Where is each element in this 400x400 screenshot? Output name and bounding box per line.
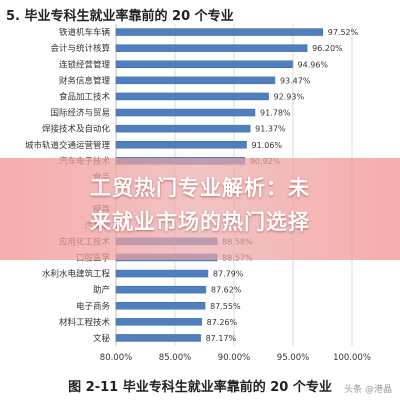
value-label: 91.06% [252, 141, 283, 150]
category-label: 铁道机车车辆 [59, 27, 111, 38]
x-tick-label: 80.00% [100, 353, 132, 363]
value-label: 96.20% [312, 44, 343, 53]
category-label: 文秘 [93, 333, 111, 344]
value-label: 87.79% [213, 270, 244, 279]
value-label: 91.37% [255, 125, 286, 134]
bar [115, 269, 209, 278]
bar [115, 92, 269, 101]
value-label: 97.52% [328, 28, 359, 37]
category-label: 连锁经营管理 [59, 59, 111, 70]
bar [115, 318, 202, 326]
x-tick-label: 95.00% [277, 353, 309, 363]
category-label: 国际经济与贸易 [50, 108, 110, 119]
bar [115, 302, 206, 310]
category-label: 食品加工技术 [59, 91, 111, 102]
category-label: 电子商务 [76, 301, 111, 312]
headline-banner: 工贸热门专业解析：未 来就业市场的热门选择 [0, 158, 400, 260]
headline-line-2: 来就业市场的热门选择 [90, 210, 310, 234]
figure-caption: 图 2-11 毕业专科生就业率靠前的 20 个专业 [68, 380, 332, 395]
x-tick-label: 100.00% [333, 353, 371, 363]
category-label: 会计与统计核算 [50, 43, 110, 54]
x-tick-label: 85.00% [159, 353, 191, 363]
bar [115, 285, 207, 294]
bar [115, 60, 293, 68]
x-tick-label: 90.00% [218, 353, 250, 363]
bar [115, 76, 276, 85]
bar [115, 44, 308, 52]
category-label: 助产 [93, 285, 110, 296]
headline-line-1: 工贸热门专业解析：未 [90, 176, 310, 200]
value-label: 94.96% [298, 60, 329, 69]
value-label: 93.47% [280, 76, 311, 85]
bar [115, 28, 323, 36]
value-label: 87.17% [206, 334, 237, 343]
value-label: 87.55% [210, 302, 241, 311]
category-label: 材料工程技术 [59, 317, 111, 328]
page-title: 5. 毕业专科生就业率靠前的 20 个专业 [6, 9, 234, 24]
category-label: 水利水电建筑工程 [42, 269, 111, 280]
bar [115, 124, 251, 133]
category-label: 财务信息管理 [59, 75, 111, 86]
value-label: 91.78% [260, 109, 291, 118]
value-label: 87.26% [207, 318, 238, 327]
bar [115, 334, 201, 342]
category-label: 焊接技术及自动化 [42, 124, 111, 135]
category-label: 城市轨道交通运营管理 [25, 140, 111, 151]
value-label: 92.93% [274, 92, 305, 101]
watermark: 头条 @港晶 [344, 385, 392, 395]
bar [115, 108, 256, 117]
bar [115, 141, 247, 149]
value-label: 87.62% [211, 286, 242, 295]
